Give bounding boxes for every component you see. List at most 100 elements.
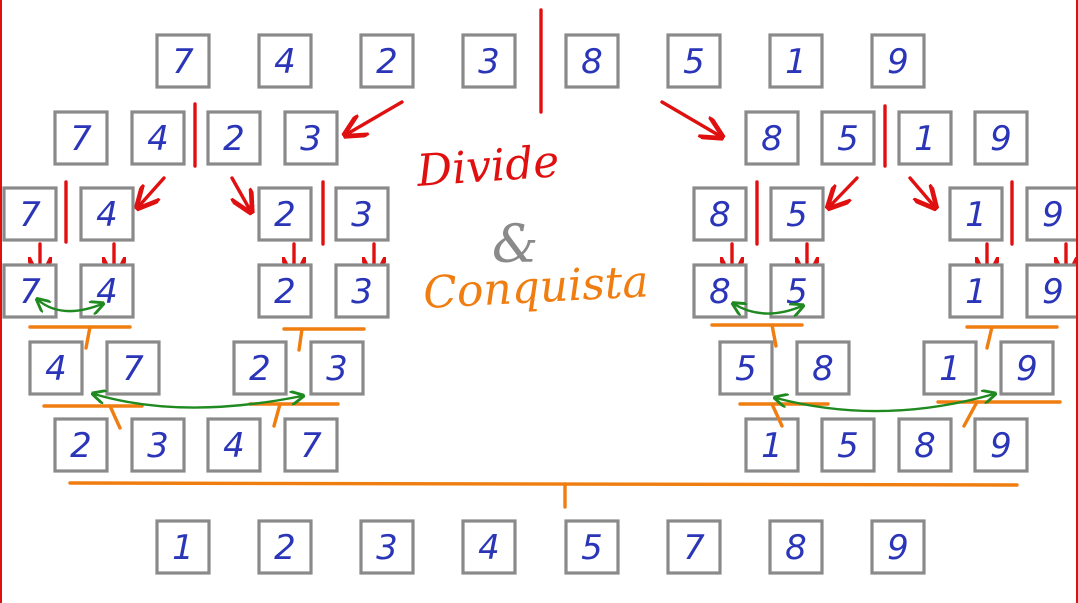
number-box-frame: [155, 33, 211, 89]
caption-ampersand: &: [492, 215, 538, 275]
number-box-frame: [461, 519, 517, 575]
divide-arrow-l-q2: [232, 176, 250, 210]
number-box-value: 4: [274, 42, 296, 82]
number-box: 2: [53, 417, 109, 473]
number-box: 5: [666, 33, 722, 89]
caption-conquer: Conquista: [422, 256, 650, 319]
number-box: 2: [257, 186, 313, 242]
number-box-value: 1: [965, 272, 987, 312]
number-box-value: 2: [70, 426, 92, 466]
number-box: 9: [1025, 186, 1076, 242]
number-box: 7: [2, 263, 58, 319]
merge-tick-pair-2: [297, 327, 304, 352]
row-sorted: 1 2 3 4 5 7 8 9: [155, 519, 926, 575]
number-box-value: 1: [172, 528, 194, 568]
number-box-frame: [155, 519, 211, 575]
number-box: 7: [2, 186, 58, 242]
number-box-frame: [973, 110, 1029, 166]
number-box: 9: [1025, 263, 1076, 319]
number-box: 8: [744, 110, 800, 166]
number-box-frame: [897, 110, 953, 166]
number-box-value: 9: [990, 426, 1012, 466]
row-merged-quads: 2 3 4 7 1 5 8 9: [53, 417, 1029, 473]
number-box-value: 2: [274, 195, 296, 235]
number-box-value: 7: [683, 528, 705, 568]
number-box-value: 3: [326, 349, 348, 389]
number-box: 5: [718, 340, 774, 396]
number-box-frame: [820, 417, 876, 473]
number-box-frame: [820, 110, 876, 166]
number-box-value: 3: [147, 426, 169, 466]
number-box: 3: [359, 519, 415, 575]
merge-tick-pair-4: [985, 325, 994, 350]
number-cells: 7 4 2 3 8 5 1 97 4 2 3 8 5 1 97 4 2 3 8 5 1 97 4 2 3 8 5 1 94 7 2 3 5 8 1 9…: [2, 33, 1076, 575]
number-box-value: 7: [300, 426, 322, 466]
number-box-frame: [334, 186, 390, 242]
merge-tick-quad-left-b: [272, 402, 282, 428]
number-box-value: 5: [735, 349, 757, 389]
number-box-frame: [2, 186, 58, 242]
number-box-value: 2: [223, 119, 245, 159]
number-box-value: 7: [172, 42, 194, 82]
number-box-value: 2: [249, 349, 271, 389]
swap-arc-left-merge: [94, 394, 302, 409]
number-box-frame: [948, 263, 1004, 319]
number-box-frame: [564, 519, 620, 575]
number-box-frame: [1025, 186, 1076, 242]
number-box: 1: [768, 33, 824, 89]
number-box-value: 5: [837, 119, 859, 159]
divide-arrow-right: [660, 100, 720, 136]
number-box-value: 9: [990, 119, 1012, 159]
number-box-value: 3: [478, 42, 500, 82]
number-box-frame: [461, 33, 517, 89]
number-box-value: 9: [887, 42, 909, 82]
number-box-frame: [1025, 263, 1076, 319]
number-box-value: 4: [147, 119, 169, 159]
number-box-value: 1: [785, 42, 807, 82]
number-box: 7: [53, 110, 109, 166]
number-box-frame: [257, 519, 313, 575]
number-box: 4: [206, 417, 262, 473]
number-box-value: 4: [223, 426, 245, 466]
number-box-frame: [564, 33, 620, 89]
number-box-frame: [795, 340, 851, 396]
number-box: 4: [130, 110, 186, 166]
divide-arrow-r-q4: [908, 176, 934, 206]
row-halves: 7 4 2 3 8 5 1 9: [53, 110, 1029, 166]
number-box-frame: [768, 33, 824, 89]
number-box-value: 5: [786, 195, 808, 235]
number-box-frame: [206, 110, 262, 166]
number-box: 7: [155, 33, 211, 89]
number-box-frame: [692, 186, 748, 242]
merge-tick-quad-left-a: [108, 404, 122, 430]
number-box-value: 1: [939, 349, 961, 389]
number-box: 1: [922, 340, 978, 396]
number-box: 5: [769, 186, 825, 242]
number-box-frame: [2, 263, 58, 319]
number-box: 8: [795, 340, 851, 396]
row-merged-pairs: 4 7 2 3 5 8 1 9: [28, 340, 1055, 396]
number-box-value: 5: [786, 272, 808, 312]
number-box: 2: [359, 33, 415, 89]
number-box: 3: [283, 110, 339, 166]
merge-bar-final: [68, 481, 1019, 487]
number-box: 9: [870, 33, 926, 89]
number-box-value: 4: [45, 349, 67, 389]
number-box: 1: [948, 263, 1004, 319]
number-box: 1: [948, 186, 1004, 242]
number-box-value: 9: [887, 528, 909, 568]
number-box: 3: [130, 417, 186, 473]
number-box-frame: [79, 186, 135, 242]
number-box-value: 8: [785, 528, 807, 568]
number-box-value: 2: [274, 528, 296, 568]
number-box-value: 5: [837, 426, 859, 466]
number-box: 7: [283, 417, 339, 473]
number-box: 9: [973, 417, 1029, 473]
number-box-value: 4: [478, 528, 500, 568]
number-box: 5: [820, 417, 876, 473]
number-box-frame: [283, 110, 339, 166]
split-lines: [64, 8, 1014, 246]
number-box: 5: [820, 110, 876, 166]
